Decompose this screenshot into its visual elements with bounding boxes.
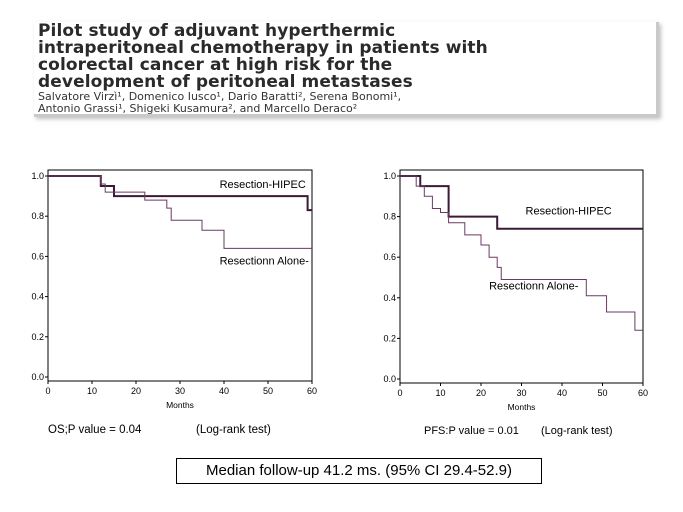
x-tick-label: 20	[131, 386, 141, 396]
y-tick-label: 0.2	[383, 333, 396, 343]
y-tick-label: 0.6	[31, 251, 44, 261]
y-tick-label: 0.4	[383, 293, 396, 303]
x-tick-label: 50	[263, 386, 273, 396]
x-tick-label: 10	[87, 386, 97, 396]
title-line: colorectal cancer at high risk for the	[38, 55, 393, 75]
x-tick-label: 30	[175, 386, 185, 396]
plot-frame	[47, 169, 313, 382]
y-tick-label: 0.0	[383, 374, 396, 384]
survival-curve-resectionn-alone	[400, 175, 643, 331]
paper-authors: Salvatore Virzì¹, Domenico Iusco¹, Dario…	[38, 91, 650, 115]
title-line: development of peritoneal metastases	[38, 72, 413, 92]
x-tick-label: 40	[219, 386, 229, 396]
x-tick-label: 0	[45, 386, 50, 396]
title-line: Pilot study of adjuvant hyperthermic	[38, 21, 396, 41]
series-label: Resectionn Alone-	[489, 281, 579, 293]
y-tick-label: 0.4	[31, 292, 44, 302]
x-tick-label: 40	[557, 388, 567, 398]
os-test-caption: (Log-rank test)	[196, 424, 271, 436]
median-followup-box: Median follow-up 41.2 ms. (95% CI 29.4-5…	[176, 458, 542, 484]
survival-curve-resection-hipec	[400, 175, 643, 230]
author-line: Antonio Grassi¹, Shigeki Kusamura², and …	[38, 102, 358, 115]
x-axis-label: Months	[166, 400, 194, 410]
x-tick-label: 60	[307, 386, 317, 396]
y-tick-label: 1.0	[31, 171, 44, 181]
y-tick-label: 0.0	[31, 372, 44, 382]
x-tick-label: 10	[435, 388, 445, 398]
survival-curve-resectionn-alone	[48, 175, 312, 249]
x-tick-label: 30	[516, 388, 526, 398]
paper-title: Pilot study of adjuvant hyperthermic int…	[38, 23, 650, 91]
title-line: intraperitoneal chemotherapy in patients…	[38, 38, 488, 58]
plot-frame	[399, 169, 644, 384]
paper-header: Pilot study of adjuvant hyperthermic int…	[34, 22, 659, 117]
y-tick-label: 1.0	[383, 171, 396, 181]
series-label: Resectionn Alone-	[220, 255, 310, 267]
pfs-test-caption: (Log-rank test)	[541, 425, 613, 437]
x-tick-label: 60	[638, 388, 648, 398]
y-tick-label: 0.6	[383, 252, 396, 262]
x-tick-label: 20	[476, 388, 486, 398]
x-tick-label: 50	[597, 388, 607, 398]
pfs-pvalue-caption: PFS:P value = 0.01	[424, 425, 519, 437]
author-line: Salvatore Virzì¹, Domenico Iusco¹, Dario…	[38, 90, 402, 103]
y-tick-label: 0.8	[31, 211, 44, 221]
series-label: Resection-HIPEC	[526, 206, 612, 218]
series-label: Resection-HIPEC	[220, 179, 306, 191]
y-tick-label: 0.8	[383, 212, 396, 222]
x-axis-label: Months	[508, 402, 536, 412]
x-tick-label: 0	[397, 388, 402, 398]
y-tick-label: 0.2	[31, 332, 44, 342]
os-pvalue-caption: OS;P value = 0.04	[48, 424, 142, 436]
